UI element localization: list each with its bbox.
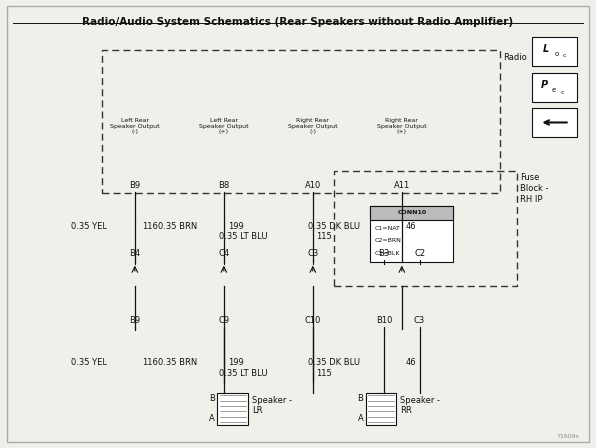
Text: 116: 116 <box>142 358 159 367</box>
Text: Radio/Audio System Schematics (Rear Speakers without Radio Amplifier): Radio/Audio System Schematics (Rear Spea… <box>82 17 514 27</box>
Bar <box>334 171 517 286</box>
Text: 0.35 LT BLU: 0.35 LT BLU <box>219 369 267 378</box>
Text: 0.35 YEL: 0.35 YEL <box>71 358 107 367</box>
Text: A10: A10 <box>305 181 321 190</box>
Text: B8: B8 <box>218 181 229 190</box>
Text: C3=BLK: C3=BLK <box>375 251 401 256</box>
Text: B4: B4 <box>129 249 141 258</box>
Bar <box>103 50 499 193</box>
Text: o: o <box>555 51 559 57</box>
Text: 0.35 YEL: 0.35 YEL <box>71 222 107 231</box>
Text: Right Rear
Speaker Output
(-): Right Rear Speaker Output (-) <box>288 118 338 134</box>
Text: B: B <box>358 394 363 403</box>
Text: 46: 46 <box>406 358 417 367</box>
Text: Left Rear
Speaker Output
(-): Left Rear Speaker Output (-) <box>110 118 160 134</box>
Text: Left Rear
Speaker Output
(+): Left Rear Speaker Output (+) <box>199 118 249 134</box>
Text: 0.35 DK BLU: 0.35 DK BLU <box>308 222 361 231</box>
Text: P: P <box>541 80 548 90</box>
Text: 0.35 LT BLU: 0.35 LT BLU <box>219 232 267 241</box>
Text: Radio: Radio <box>502 52 526 61</box>
Text: c: c <box>560 90 564 95</box>
Text: 116: 116 <box>142 222 159 231</box>
Text: B3: B3 <box>378 249 390 258</box>
Bar <box>370 206 454 262</box>
Text: C1=NAT: C1=NAT <box>375 226 401 231</box>
Text: c: c <box>563 53 566 58</box>
Text: C4: C4 <box>218 249 229 258</box>
Text: C2=BRN: C2=BRN <box>375 238 402 243</box>
Bar <box>532 108 577 137</box>
Text: Fuse
Block -
RH IP: Fuse Block - RH IP <box>520 173 549 204</box>
Text: 0.35 BRN: 0.35 BRN <box>158 358 197 367</box>
Text: C3: C3 <box>307 249 318 258</box>
Text: 0.35 BRN: 0.35 BRN <box>158 222 197 231</box>
Bar <box>370 206 454 220</box>
Text: 199: 199 <box>228 222 244 231</box>
Text: 199: 199 <box>228 358 244 367</box>
Bar <box>365 393 396 425</box>
Text: C9: C9 <box>218 316 229 325</box>
Text: e: e <box>552 87 556 94</box>
Text: B: B <box>209 394 215 403</box>
Text: 115: 115 <box>316 369 331 378</box>
Text: Speaker -
LR: Speaker - LR <box>252 396 291 415</box>
Text: L: L <box>543 44 550 54</box>
Text: C10: C10 <box>305 316 321 325</box>
Text: B9: B9 <box>129 316 141 325</box>
Text: Speaker -
RR: Speaker - RR <box>400 396 440 415</box>
Text: C3: C3 <box>414 316 425 325</box>
Text: 0.35 DK BLU: 0.35 DK BLU <box>308 358 361 367</box>
Text: Right Rear
Speaker Output
(+): Right Rear Speaker Output (+) <box>377 118 427 134</box>
Text: A11: A11 <box>394 181 410 190</box>
Text: C2: C2 <box>414 249 425 258</box>
Text: 46: 46 <box>406 222 417 231</box>
Bar <box>218 393 248 425</box>
Text: A: A <box>358 414 363 423</box>
Text: B9: B9 <box>129 181 141 190</box>
Text: A: A <box>209 414 215 423</box>
Text: B10: B10 <box>376 316 392 325</box>
Text: 71609s: 71609s <box>557 434 580 439</box>
Text: CONN10: CONN10 <box>398 211 427 215</box>
Text: 115: 115 <box>316 232 331 241</box>
Bar <box>532 73 577 102</box>
Bar <box>532 37 577 66</box>
